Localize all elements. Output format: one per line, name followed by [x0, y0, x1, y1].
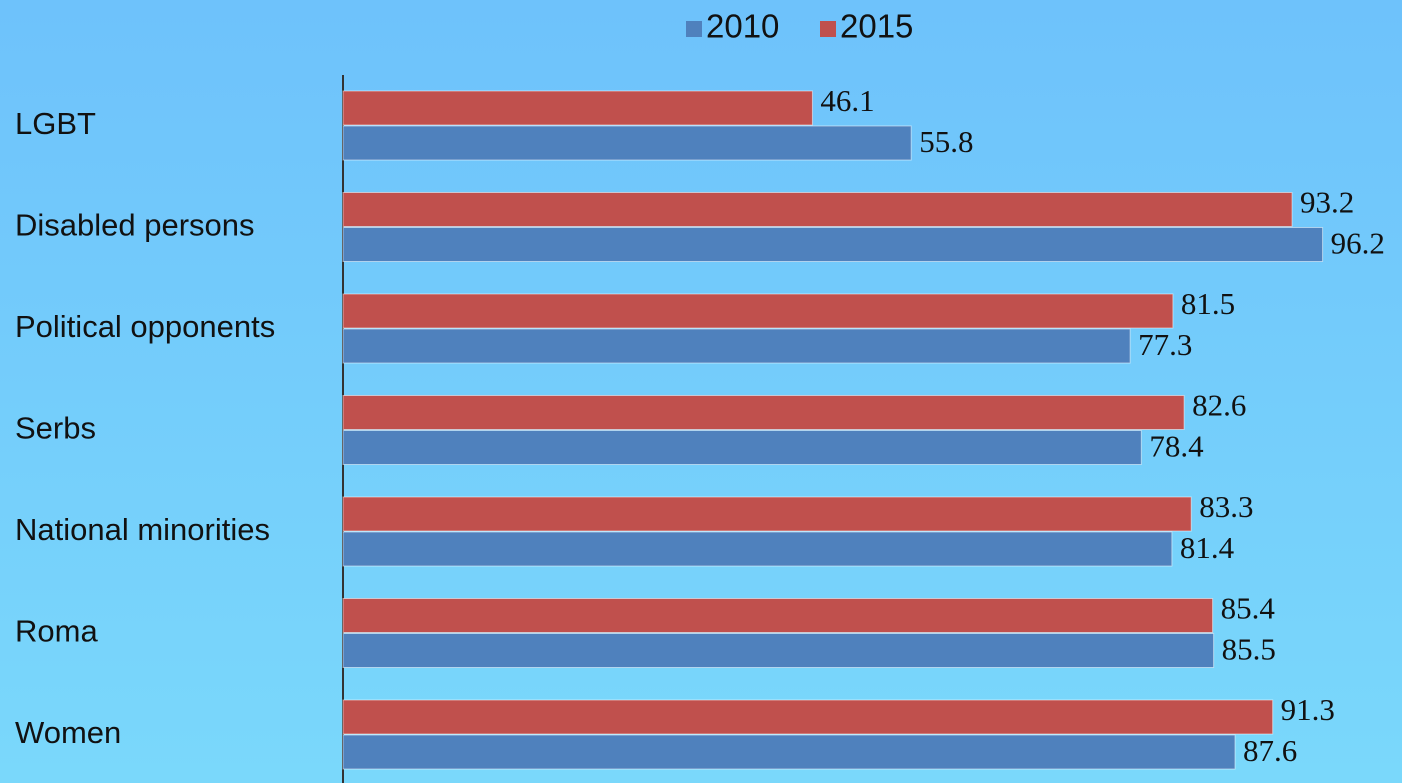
bar: [342, 598, 1214, 633]
bar: [342, 496, 1192, 532]
data-label: 78.4: [1149, 429, 1204, 464]
y-tick-label: Roma: [15, 614, 98, 649]
data-label: 96.2: [1331, 226, 1385, 261]
data-label: 91.3: [1281, 692, 1335, 727]
bar: [342, 90, 813, 126]
bar: [342, 328, 1131, 364]
y-tick-label: LGBT: [15, 106, 96, 141]
y-tick-label: Disabled persons: [15, 208, 255, 243]
bar: [342, 227, 1324, 262]
bar: [342, 699, 1274, 735]
data-label: 81.4: [1180, 530, 1235, 565]
data-label: 85.5: [1222, 632, 1276, 667]
y-tick-label: Women: [15, 715, 121, 750]
data-label: 83.3: [1199, 489, 1253, 524]
y-tick-label: Political opponents: [15, 309, 275, 344]
bar: [342, 430, 1142, 465]
bar: [342, 192, 1293, 227]
legend-swatch: [686, 21, 702, 37]
legend-label: 2015: [840, 8, 913, 45]
bar: [342, 734, 1236, 770]
y-tick-label: Serbs: [15, 411, 96, 446]
bar: [342, 531, 1173, 567]
legend-swatch: [820, 21, 836, 37]
bar: [342, 293, 1174, 329]
data-label: 55.8: [919, 124, 973, 159]
bar: [342, 395, 1185, 430]
data-label: 81.5: [1181, 286, 1235, 321]
data-label: 87.6: [1243, 733, 1297, 768]
y-tick-label: National minorities: [15, 512, 270, 547]
data-label: 77.3: [1138, 327, 1192, 362]
legend-label: 2010: [706, 8, 779, 45]
bar: [342, 633, 1215, 668]
data-label: 82.6: [1192, 388, 1246, 423]
data-label: 93.2: [1300, 185, 1354, 220]
data-label: 46.1: [820, 83, 874, 118]
data-label: 85.4: [1221, 591, 1276, 626]
bar: [342, 125, 912, 161]
